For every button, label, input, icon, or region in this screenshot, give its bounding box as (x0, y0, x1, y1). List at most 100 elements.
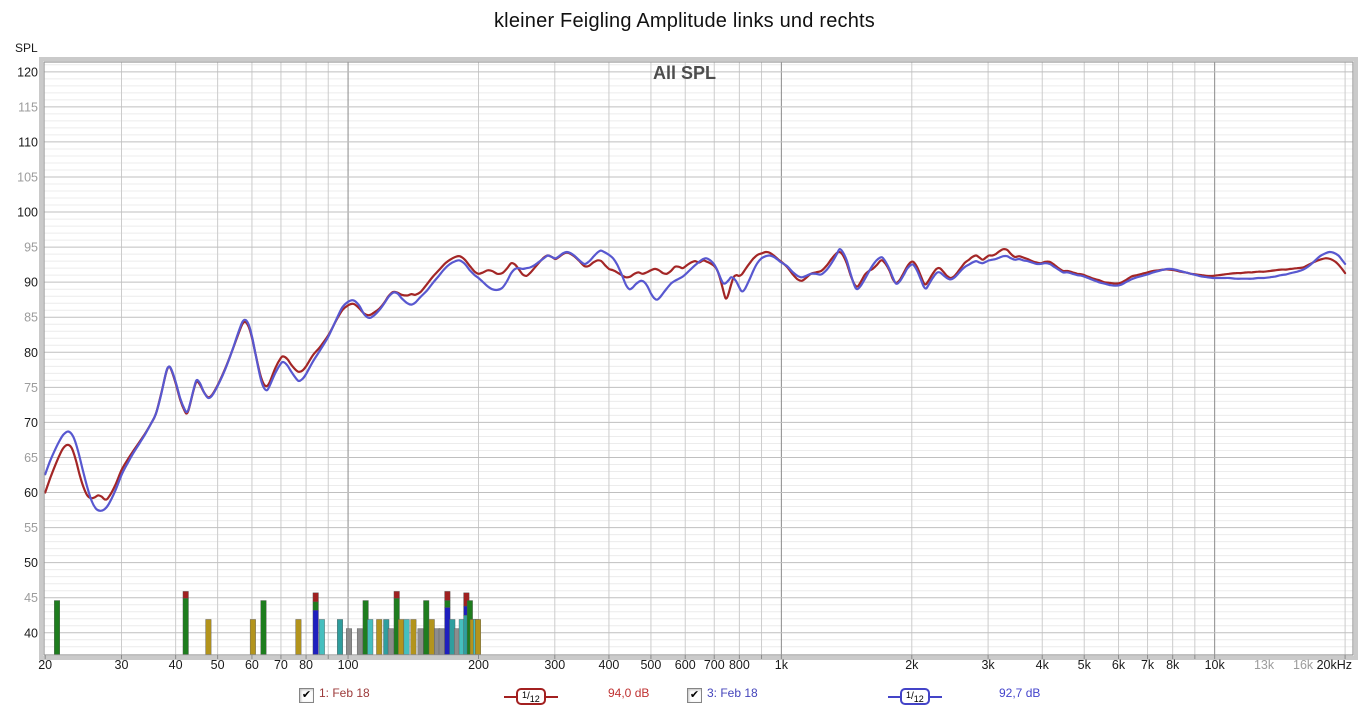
room-mode-bar (393, 591, 400, 599)
y-axis-title: SPL (15, 41, 38, 55)
room-mode-bar (312, 610, 319, 655)
room-mode-bars (54, 591, 481, 655)
y-tick-label: 45 (24, 591, 38, 605)
x-tick-label: 7k (1141, 658, 1155, 672)
legend-bar: ✔ 1: Feb 18 1 / 12 94,0 dB ✔ 3: Feb 18 1… (0, 684, 1369, 708)
x-tick-label: 3k (981, 658, 995, 672)
x-tick-label: 16k (1293, 658, 1314, 672)
series-2-label[interactable]: 3: Feb 18 (707, 686, 758, 700)
room-mode-bar (410, 619, 417, 655)
x-tick-label: 500 (640, 658, 661, 672)
x-tick-label: 13k (1254, 658, 1275, 672)
room-mode-bar (444, 600, 451, 608)
smoothing-denominator: 12 (529, 693, 540, 704)
grid-horizontal (44, 64, 1353, 648)
room-mode-bar (438, 628, 445, 655)
series-2-checkbox[interactable]: ✔ (687, 688, 702, 703)
series-2-smoothing-badge[interactable]: 1 / 12 (888, 688, 942, 705)
y-tick-label: 110 (18, 135, 38, 149)
x-tick-label: 400 (599, 658, 620, 672)
room-mode-bar (54, 600, 61, 655)
smoothing-slash: / (911, 691, 914, 702)
y-tick-label: 85 (24, 311, 38, 325)
series-1-smoothing-badge[interactable]: 1 / 12 (504, 688, 558, 705)
y-tick-label: 60 (24, 486, 38, 500)
room-mode-bar (318, 619, 325, 655)
y-tick-label: 70 (24, 416, 38, 430)
y-tick-label: 100 (17, 206, 38, 220)
room-mode-bar (337, 619, 343, 655)
smoothing-slash: / (527, 691, 530, 702)
series-1-label[interactable]: 1: Feb 18 (319, 686, 370, 700)
x-tick-label: 600 (675, 658, 696, 672)
x-tick-label: 700 (704, 658, 725, 672)
x-tick-label: 80 (299, 658, 313, 672)
room-mode-bar (260, 600, 267, 655)
smoothing-denominator: 12 (913, 693, 924, 704)
x-axis-ticks (44, 655, 1346, 659)
series-2-level-value: 92,7 dB (999, 686, 1041, 700)
series-2-line-sample (888, 695, 900, 698)
y-tick-label: 90 (24, 276, 38, 290)
room-mode-bar (444, 607, 451, 655)
y-tick-label: 75 (24, 381, 38, 395)
room-mode-bar (312, 592, 319, 603)
room-mode-bar (423, 600, 430, 655)
series-1-curve (44, 248, 1347, 501)
x-tick-label: 60 (245, 658, 259, 672)
room-mode-bar (346, 628, 352, 655)
plot-frame (43, 61, 1354, 656)
room-mode-bar (367, 619, 374, 655)
x-tick-label: 4k (1036, 658, 1050, 672)
y-tick-label: 40 (24, 626, 38, 640)
x-tick-label: 30 (115, 658, 129, 672)
y-tick-label: 120 (17, 65, 38, 79)
chart-title: kleiner Feigling Amplitude links und rec… (493, 10, 875, 32)
x-tick-label: 6k (1112, 658, 1126, 672)
y-tick-label: 115 (18, 100, 38, 114)
series-2-line-sample (929, 695, 942, 698)
room-mode-bar (376, 619, 383, 655)
series-2-curve (44, 248, 1347, 512)
x-tick-label: 300 (544, 658, 565, 672)
room-mode-bar (387, 628, 394, 655)
room-mode-bar (428, 619, 435, 655)
room-mode-bar (444, 591, 451, 601)
y-tick-label: 80 (24, 346, 38, 360)
room-mode-bar (249, 619, 256, 655)
x-tick-label: 5k (1078, 658, 1092, 672)
x-tick-label: 40 (169, 658, 183, 672)
room-mode-bar (417, 628, 424, 655)
plot-frame-bevel (39, 57, 1358, 660)
x-tick-label: 10k (1205, 658, 1226, 672)
x-tick-label: 50 (211, 658, 225, 672)
room-mode-bar (398, 619, 404, 655)
room-mode-bar (295, 619, 302, 655)
x-tick-label: 2k (905, 658, 919, 672)
room-mode-bar (205, 619, 212, 655)
x-tick-label: 70 (274, 658, 288, 672)
y-tick-label: 55 (24, 521, 38, 535)
x-tick-label: 20 (38, 658, 52, 672)
y-tick-label: 105 (17, 170, 38, 184)
smoothing-numerator: 1 (522, 689, 528, 700)
y-tick-label: 50 (24, 556, 38, 570)
room-mode-bar (182, 591, 189, 599)
x-tick-label: 200 (468, 658, 489, 672)
y-tick-label: 95 (24, 241, 38, 255)
room-mode-bar (182, 598, 189, 655)
x-tick-label: 100 (338, 658, 359, 672)
series-1-level-value: 94,0 dB (608, 686, 650, 700)
y-tick-label: 65 (24, 451, 38, 465)
room-mode-bar (403, 619, 410, 655)
x-tick-label: 20kHz (1317, 658, 1352, 672)
room-mode-bar (356, 628, 363, 655)
grid-vertical (121, 62, 1346, 655)
series-1-checkbox[interactable]: ✔ (299, 688, 314, 703)
spl-curves (44, 248, 1347, 512)
room-mode-bar (475, 619, 481, 655)
series-1-line-sample (504, 695, 516, 698)
x-tick-label: 1k (775, 658, 789, 672)
room-mode-bar (312, 601, 319, 611)
